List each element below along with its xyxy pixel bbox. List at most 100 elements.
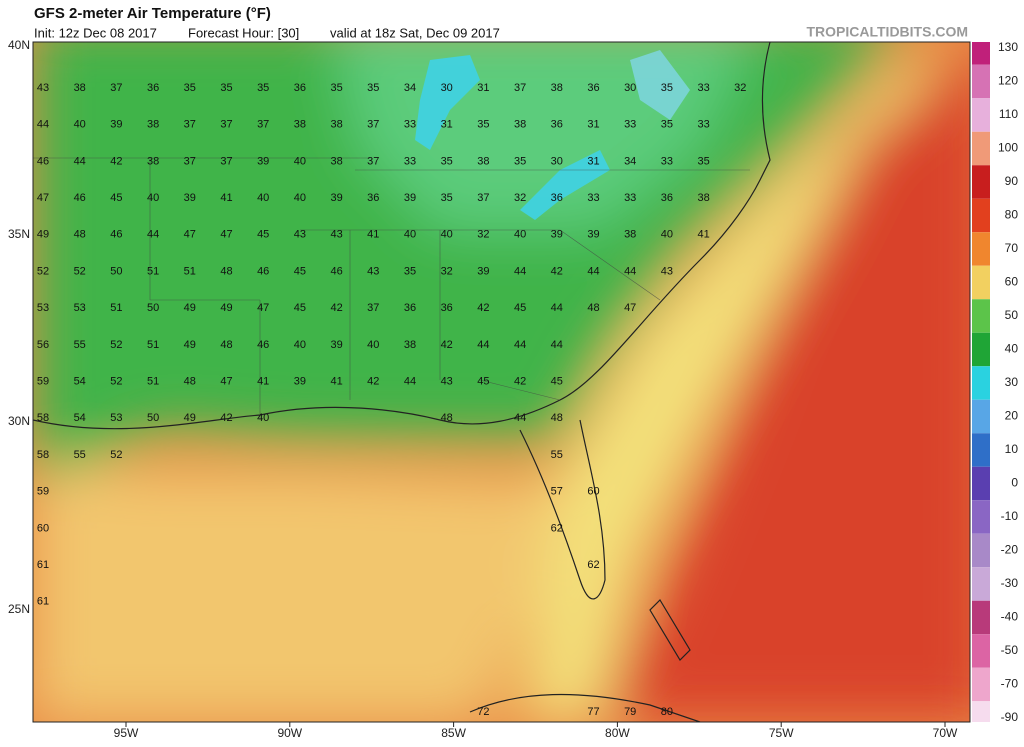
temperature-label: 37: [514, 82, 526, 94]
temperature-label: 49: [184, 412, 196, 424]
temperature-label: 36: [551, 192, 563, 204]
temperature-label: 46: [257, 339, 269, 351]
temperature-label: 45: [477, 376, 489, 388]
temperature-label: 39: [330, 192, 342, 204]
longitude-label: 75W: [769, 726, 794, 740]
colorbar-label: 60: [1005, 275, 1019, 289]
temperature-label: 48: [74, 229, 86, 241]
temperature-label: 44: [624, 265, 636, 277]
colorbar-label: 100: [998, 141, 1018, 155]
temperature-label: 33: [404, 155, 416, 167]
temperature-label: 51: [147, 376, 159, 388]
temperature-label: 39: [184, 192, 196, 204]
temperature-label: 32: [734, 82, 746, 94]
temperature-label: 47: [37, 192, 49, 204]
temperature-label: 48: [441, 412, 453, 424]
temperature-label: 36: [147, 82, 159, 94]
temperature-label: 35: [697, 155, 709, 167]
temperature-label: 45: [514, 302, 526, 314]
temperature-label: 35: [514, 155, 526, 167]
temperature-label: 40: [74, 119, 86, 131]
temperature-label: 46: [74, 192, 86, 204]
colorbar-label: 40: [1005, 342, 1019, 356]
colorbar-swatch: [972, 433, 990, 467]
colorbar-label: 110: [999, 107, 1018, 121]
latitude-label: 35N: [8, 227, 30, 241]
temperature-label: 35: [184, 82, 196, 94]
temperature-label: 59: [37, 486, 49, 498]
temperature-label: 32: [477, 229, 489, 241]
temperature-label: 30: [624, 82, 636, 94]
temperature-label: 42: [441, 339, 453, 351]
temperature-label: 44: [514, 339, 526, 351]
temperature-label: 38: [514, 119, 526, 131]
temperature-label: 31: [441, 119, 453, 131]
temperature-label: 54: [74, 376, 86, 388]
colorbar-swatch: [972, 701, 990, 722]
temperature-label: 47: [624, 302, 636, 314]
colorbar-label: 130: [998, 40, 1018, 54]
temperature-label: 46: [330, 265, 342, 277]
temperature-label: 38: [697, 192, 709, 204]
colorbar-swatch: [972, 399, 990, 434]
temperature-label: 55: [74, 339, 86, 351]
temperature-label: 47: [220, 229, 232, 241]
longitude-label: 70W: [933, 726, 958, 740]
temperature-label: 33: [697, 119, 709, 131]
temperature-label: 40: [404, 229, 416, 241]
colorbar-label: 90: [1005, 174, 1019, 188]
temperature-label: 41: [330, 376, 342, 388]
temperature-label: 36: [587, 82, 599, 94]
temperature-label: 55: [74, 449, 86, 461]
temperature-label: 35: [404, 265, 416, 277]
colorbar-swatch: [972, 299, 990, 333]
temperature-label: 46: [37, 155, 49, 167]
temperature-label: 33: [624, 119, 636, 131]
colorbar-swatch: [972, 265, 990, 300]
temperature-label: 45: [257, 229, 269, 241]
temperature-label: 39: [404, 192, 416, 204]
temperature-label: 36: [294, 82, 306, 94]
colorbar-swatch: [972, 64, 990, 99]
temperature-label: 40: [294, 192, 306, 204]
temperature-label: 37: [367, 302, 379, 314]
colorbar-swatch: [972, 600, 990, 635]
temperature-label: 43: [330, 229, 342, 241]
map-frame: [32, 41, 971, 723]
temperature-label: 33: [624, 192, 636, 204]
temperature-label: 62: [587, 559, 599, 571]
temperature-label: 33: [404, 119, 416, 131]
temperature-label: 38: [330, 155, 342, 167]
temperature-label: 37: [220, 155, 232, 167]
temperature-label: 45: [294, 265, 306, 277]
colorbar-swatch: [972, 500, 990, 534]
temperature-label: 31: [477, 82, 489, 94]
temperature-label: 54: [74, 412, 86, 424]
temperature-label: 51: [110, 302, 122, 314]
temperature-label: 35: [441, 192, 453, 204]
longitude-label: 95W: [114, 726, 139, 740]
temperature-label: 47: [257, 302, 269, 314]
colorbar-swatch: [972, 567, 990, 601]
temperature-label: 44: [37, 119, 49, 131]
colorbar-swatch: [972, 466, 990, 501]
temperature-label: 32: [441, 265, 453, 277]
temperature-label: 44: [514, 265, 526, 277]
temperature-label: 48: [551, 412, 563, 424]
latitude-label: 30N: [8, 414, 30, 428]
colorbar-swatch: [972, 366, 990, 400]
valid-time: valid at 18z Sat, Dec 09 2017: [330, 25, 500, 40]
temperature-label: 49: [37, 229, 49, 241]
temperature-label: 45: [551, 376, 563, 388]
temperature-label: 43: [661, 265, 673, 277]
temperature-label: 53: [74, 302, 86, 314]
temperature-label: 41: [257, 376, 269, 388]
temperature-label: 40: [661, 229, 673, 241]
temperature-label: 37: [367, 119, 379, 131]
latitude-label: 40N: [8, 38, 30, 52]
temperature-label: 44: [404, 376, 416, 388]
temperature-label: 41: [367, 229, 379, 241]
temperature-label: 49: [184, 302, 196, 314]
temperature-label: 47: [220, 376, 232, 388]
